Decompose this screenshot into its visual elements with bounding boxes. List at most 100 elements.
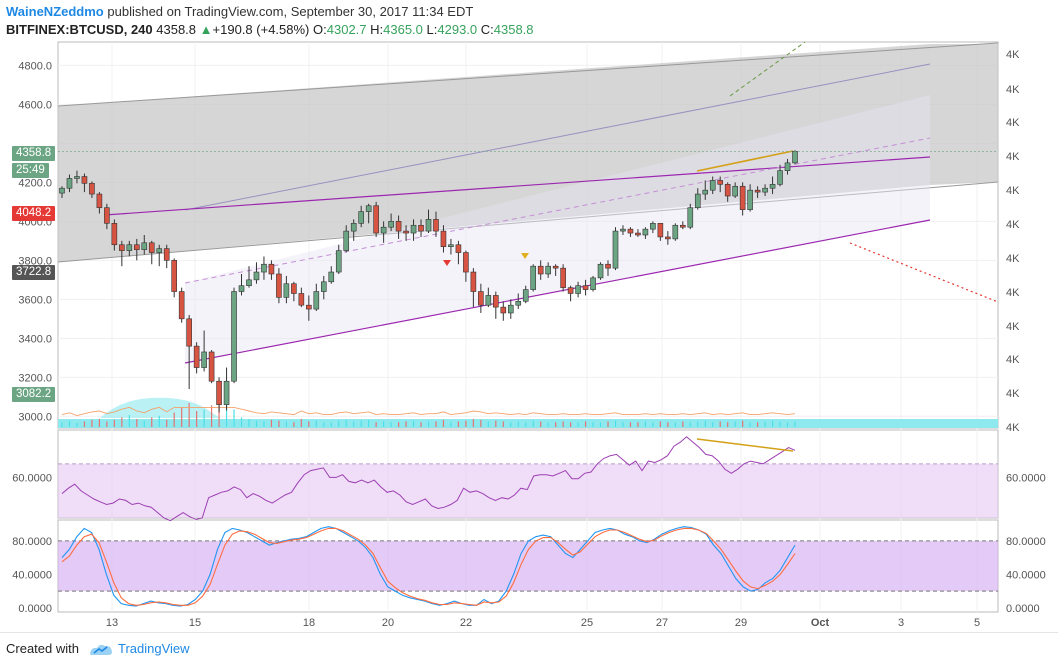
right-axis-label: 4K bbox=[1006, 388, 1020, 400]
volume-bar bbox=[442, 419, 445, 427]
high-value: 4365.0 bbox=[383, 22, 423, 37]
volume-bar bbox=[779, 421, 781, 427]
candle-body bbox=[350, 223, 357, 232]
volume-bar bbox=[158, 415, 160, 427]
volume-bar bbox=[771, 420, 774, 427]
volume-bar bbox=[794, 421, 796, 427]
volume-bar bbox=[427, 421, 430, 427]
tradingview-logo-icon[interactable] bbox=[88, 641, 114, 662]
candle-body bbox=[193, 345, 200, 368]
volume-bar bbox=[457, 421, 460, 427]
candle-body bbox=[89, 183, 95, 195]
author-name[interactable]: WaineNZeddmo bbox=[6, 4, 104, 19]
candle-body bbox=[148, 242, 155, 253]
volume-bar bbox=[644, 421, 647, 427]
volume-bar bbox=[106, 421, 108, 427]
volume-bar bbox=[76, 423, 78, 427]
volume-bar bbox=[196, 411, 198, 427]
volume-bar bbox=[749, 422, 751, 427]
candle-body bbox=[792, 151, 798, 164]
change-value: +190.8 (+4.58%) bbox=[212, 22, 310, 37]
volume-bar bbox=[218, 399, 220, 427]
volume-bar bbox=[390, 422, 392, 427]
candle-body bbox=[81, 176, 88, 184]
volume-bar bbox=[734, 421, 736, 427]
volume-bar bbox=[712, 422, 714, 427]
volume-bar bbox=[570, 422, 572, 427]
candle-body bbox=[253, 271, 260, 281]
volume-bar bbox=[368, 419, 370, 427]
volume-bar bbox=[757, 422, 759, 427]
candle-body bbox=[560, 267, 566, 288]
candle-body bbox=[223, 380, 230, 405]
volume-bar bbox=[181, 407, 183, 427]
candle-body bbox=[388, 221, 394, 228]
volume-bar bbox=[121, 417, 123, 427]
chart-canvas[interactable]: 4800.04600.04200.04000.03800.03600.03400… bbox=[0, 0, 1058, 632]
volume-bar bbox=[689, 422, 691, 427]
candle-body bbox=[530, 265, 537, 290]
volume-bar bbox=[263, 421, 265, 427]
volume-bar bbox=[166, 419, 168, 427]
low-value: 4293.0 bbox=[437, 22, 478, 37]
candle-body bbox=[276, 273, 282, 298]
candle-body bbox=[605, 263, 611, 269]
candle-body bbox=[335, 250, 342, 273]
stoch-axis-label: 0.0000 bbox=[1006, 603, 1040, 615]
volume-bar bbox=[255, 420, 258, 427]
candle-body bbox=[575, 285, 581, 294]
right-axis-label: 4K bbox=[1006, 321, 1020, 333]
volume-bar bbox=[786, 422, 789, 427]
last-price-tag: 4358.8 bbox=[12, 146, 56, 161]
time-axis-label: 20 bbox=[382, 617, 394, 629]
right-axis-label: 4K bbox=[1006, 422, 1020, 434]
time-axis-label: 22 bbox=[460, 617, 472, 629]
time-axis-label: 3 bbox=[898, 617, 904, 629]
volume-bar bbox=[136, 419, 138, 427]
time-axis-label: 25 bbox=[581, 617, 593, 629]
right-axis-label: 4K bbox=[1006, 84, 1020, 96]
candle-body bbox=[231, 291, 237, 382]
volume-bar bbox=[151, 417, 153, 427]
volume-bar bbox=[704, 420, 706, 427]
volume-bar bbox=[68, 420, 71, 427]
price-axis-label: 3200.0 bbox=[18, 372, 52, 384]
volume-bar bbox=[203, 409, 205, 427]
candle-body bbox=[268, 263, 275, 275]
candle-body bbox=[650, 223, 656, 230]
candle-body bbox=[104, 207, 110, 224]
candle-body bbox=[769, 184, 776, 189]
volume-bar bbox=[98, 419, 100, 427]
volume-bar bbox=[300, 419, 302, 427]
volume-bar bbox=[465, 420, 467, 427]
candle-body bbox=[537, 265, 544, 275]
candle-body bbox=[724, 184, 731, 197]
change-arrow-icon: ▲ bbox=[199, 22, 213, 37]
candle-body bbox=[373, 205, 379, 234]
countdown-tag: 25:49 bbox=[12, 163, 49, 178]
stoch-axis-label: 80.0000 bbox=[1006, 536, 1046, 548]
time-axis-label: 13 bbox=[106, 617, 118, 629]
candle-body bbox=[343, 230, 350, 251]
right-axis-label: 4K bbox=[1006, 253, 1020, 265]
channel-top-line bbox=[57, 42, 999, 107]
volume-bar bbox=[495, 420, 497, 427]
candle-body bbox=[777, 170, 783, 185]
right-axis-label: 4K bbox=[1006, 219, 1020, 231]
candle-body bbox=[156, 248, 163, 253]
volume-bar bbox=[719, 421, 721, 427]
volume-bar bbox=[397, 422, 400, 427]
price-axis-label: 3800.0 bbox=[18, 255, 52, 267]
volume-bar bbox=[525, 422, 527, 427]
volume-bar bbox=[659, 421, 661, 427]
right-axis-label: 4K bbox=[1006, 354, 1020, 366]
candle-body bbox=[425, 219, 432, 232]
time-axis-label: 27 bbox=[656, 617, 668, 629]
candle-body bbox=[261, 263, 267, 273]
volume-bar bbox=[697, 421, 699, 427]
tradingview-brand-link[interactable]: TradingView bbox=[118, 641, 190, 656]
candle-body bbox=[627, 228, 634, 234]
symbol-label[interactable]: BITFINEX:BTCUSD, 240 bbox=[6, 22, 153, 37]
candle-body bbox=[111, 223, 118, 246]
volume-bar bbox=[450, 422, 452, 427]
